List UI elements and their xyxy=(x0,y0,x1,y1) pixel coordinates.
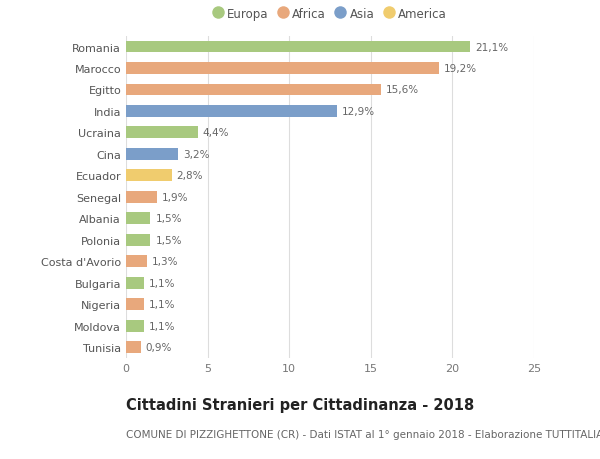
Bar xyxy=(126,106,337,118)
Bar xyxy=(126,41,470,53)
Bar xyxy=(126,298,144,310)
Bar xyxy=(126,341,140,353)
Bar xyxy=(126,127,198,139)
Text: COMUNE DI PIZZIGHETTONE (CR) - Dati ISTAT al 1° gennaio 2018 - Elaborazione TUTT: COMUNE DI PIZZIGHETTONE (CR) - Dati ISTA… xyxy=(126,429,600,439)
Text: 1,1%: 1,1% xyxy=(149,299,175,309)
Legend: Europa, Africa, Asia, America: Europa, Africa, Asia, America xyxy=(209,4,451,24)
Text: 3,2%: 3,2% xyxy=(183,150,209,160)
Text: 19,2%: 19,2% xyxy=(444,64,478,74)
Text: 1,3%: 1,3% xyxy=(152,257,179,267)
Text: 21,1%: 21,1% xyxy=(475,42,508,52)
Text: 12,9%: 12,9% xyxy=(341,106,374,117)
Bar xyxy=(126,320,144,332)
Text: 4,4%: 4,4% xyxy=(203,128,229,138)
Text: 15,6%: 15,6% xyxy=(385,85,419,95)
Text: 1,1%: 1,1% xyxy=(149,321,175,331)
Text: 1,5%: 1,5% xyxy=(155,214,182,224)
Bar xyxy=(126,234,151,246)
Bar xyxy=(126,191,157,203)
Bar xyxy=(126,84,380,96)
Bar xyxy=(126,213,151,224)
Bar xyxy=(126,256,147,268)
Text: 1,5%: 1,5% xyxy=(155,235,182,245)
Bar xyxy=(126,170,172,182)
Text: 2,8%: 2,8% xyxy=(176,171,203,181)
Text: 1,9%: 1,9% xyxy=(162,192,188,202)
Bar xyxy=(126,149,178,160)
Text: 1,1%: 1,1% xyxy=(149,278,175,288)
Text: 0,9%: 0,9% xyxy=(146,342,172,353)
Text: Cittadini Stranieri per Cittadinanza - 2018: Cittadini Stranieri per Cittadinanza - 2… xyxy=(126,397,474,412)
Bar xyxy=(126,277,144,289)
Bar xyxy=(126,63,439,75)
